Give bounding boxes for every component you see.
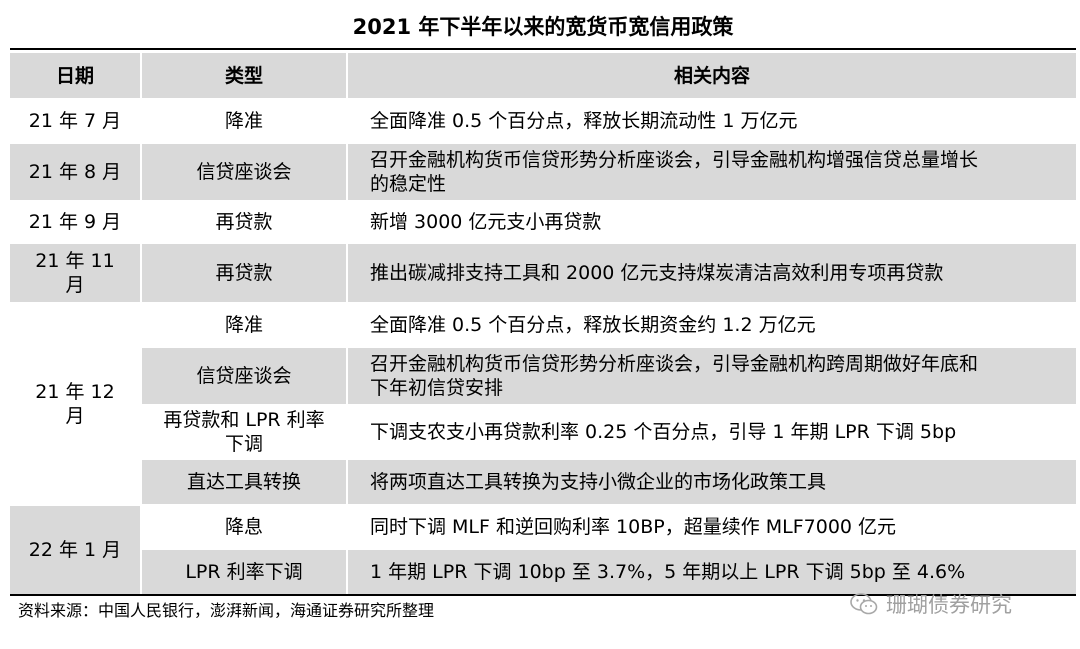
content-cell: 全面降准 0.5 个百分点，释放长期流动性 1 万亿元 <box>370 110 798 132</box>
header-date: 日期 <box>10 53 140 98</box>
date-cell: 21 年 9 月 <box>28 211 122 233</box>
table-title: 2021 年下半年以来的宽货币宽信用政策 <box>352 15 734 39</box>
content-cell: 召开金融机构货币信贷形势分析座谈会，引导金融机构跨周期做好年底和 下年初信贷安排 <box>348 348 1076 404</box>
content-cell: 将两项直达工具转换为支持小微企业的市场化政策工具 <box>348 460 1076 504</box>
type-cell: 再贷款和 LPR 利率 下调 <box>163 409 325 455</box>
type-cell: 降息 <box>224 516 263 538</box>
type-cell: 信贷座谈会 <box>142 348 346 404</box>
type-cell: LPR 利率下调 <box>142 550 346 594</box>
date-cell: 21 年 11 月 <box>10 244 140 302</box>
wechat-icon <box>850 593 878 615</box>
date-cell: 21 年 8 月 <box>10 144 140 200</box>
watermark: 珊瑚债券研究 <box>850 589 1012 619</box>
watermark-text: 珊瑚债券研究 <box>886 593 1012 617</box>
content-cell: 1 年期 LPR 下调 10bp 至 3.7%，5 年期以上 LPR 下调 5b… <box>348 550 1076 594</box>
type-cell: 再贷款 <box>142 244 346 302</box>
content-cell: 推出碳减排支持工具和 2000 亿元支持煤炭清洁高效利用专项再贷款 <box>348 244 1076 302</box>
type-cell: 降准 <box>224 110 263 132</box>
type-cell: 降准 <box>224 314 263 336</box>
content-cell: 下调支农支小再贷款利率 0.25 个百分点，引导 1 年期 LPR 下调 5bp <box>370 421 957 443</box>
content-cell: 新增 3000 亿元支小再贷款 <box>370 211 602 233</box>
bottom-rule <box>10 594 1076 596</box>
content-cell: 全面降准 0.5 个百分点，释放长期资金约 1.2 万亿元 <box>370 314 816 336</box>
date-cell: 21 年 7 月 <box>28 110 122 132</box>
content-cell: 召开金融机构货币信贷形势分析座谈会，引导金融机构增强信贷总量增长 的稳定性 <box>348 144 1076 200</box>
date-cell-group: 22 年 1 月 <box>10 506 140 594</box>
type-cell: 直达工具转换 <box>142 460 346 504</box>
content-cell: 同时下调 MLF 和逆回购利率 10BP，超量续作 MLF7000 亿元 <box>370 516 897 538</box>
top-rule <box>10 48 1076 50</box>
date-cell-group: 21 年 12 月 <box>35 381 115 427</box>
header-content: 相关内容 <box>348 53 1076 98</box>
source-note: 资料来源：中国人民银行，澎湃新闻，海通证券研究所整理 <box>18 601 435 620</box>
type-cell: 信贷座谈会 <box>142 144 346 200</box>
header-type: 类型 <box>142 53 346 98</box>
type-cell: 再贷款 <box>215 211 273 233</box>
